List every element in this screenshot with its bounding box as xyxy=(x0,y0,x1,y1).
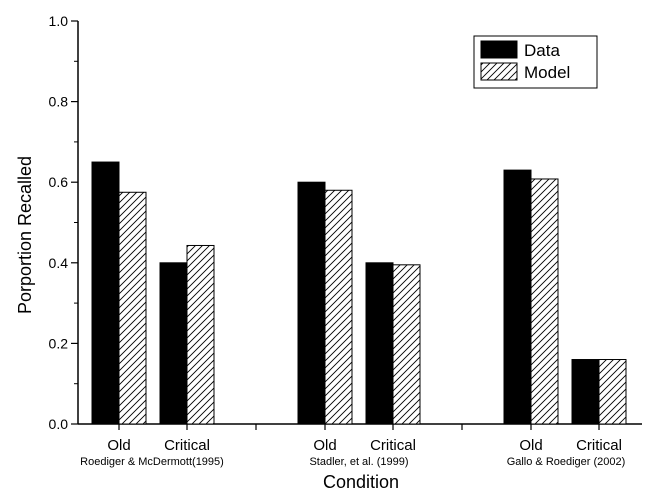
x-category-label: Critical xyxy=(576,437,622,454)
y-axis-title: Porportion Recalled xyxy=(15,156,35,314)
bar-model-0 xyxy=(118,191,147,425)
plot-area: 0.0 0.2 0.4 0.6 0.8 1.0 Old Critical Old Critical… xyxy=(49,13,642,468)
x-category-label: Critical xyxy=(164,437,210,454)
x-category-label: Critical xyxy=(370,437,416,454)
x-group-label: Gallo & Roediger (2002) xyxy=(507,456,626,468)
legend: Data Model xyxy=(473,35,598,89)
bar-model-5 xyxy=(598,359,627,425)
legend-swatch-model xyxy=(480,62,518,81)
legend-label-model: Model xyxy=(524,63,570,82)
bar-model-2 xyxy=(324,189,353,425)
x-group-label: Stadler, et al. (1999) xyxy=(309,456,408,468)
y-tick-label: 0.6 xyxy=(49,174,69,190)
legend-swatch-data xyxy=(480,40,518,59)
bar-data-1 xyxy=(159,262,188,425)
y-tick-label: 0.4 xyxy=(49,255,69,271)
bar-data-0 xyxy=(91,161,120,425)
bar-data-4 xyxy=(503,169,532,425)
x-category-label: Old xyxy=(107,437,130,454)
x-category-label: Old xyxy=(519,437,542,454)
legend-label-data: Data xyxy=(524,41,560,60)
bar-model-4 xyxy=(530,178,559,425)
x-axis-title: Condition xyxy=(323,472,399,491)
y-tick-label: 1.0 xyxy=(49,13,69,29)
y-tick-label: 0.8 xyxy=(49,94,69,110)
x-group-label: Roediger & McDermott(1995) xyxy=(80,456,224,468)
bar-model-1 xyxy=(186,244,215,425)
bar-model-3 xyxy=(392,264,421,425)
y-tick-label: 0.0 xyxy=(49,416,69,432)
y-tick-label: 0.2 xyxy=(49,335,69,351)
bar-data-3 xyxy=(365,262,394,425)
bar-data-5 xyxy=(571,359,600,425)
bar-data-2 xyxy=(297,181,326,425)
x-category-label: Old xyxy=(313,437,336,454)
